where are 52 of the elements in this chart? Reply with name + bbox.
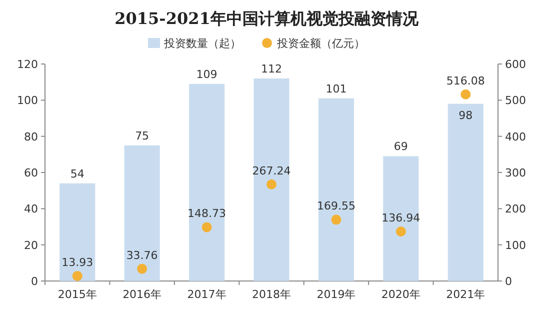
data-label: 101 (326, 82, 347, 96)
y-tick-label: 120 (17, 58, 38, 71)
x-tick-label: 2019年 (316, 288, 356, 301)
y-tick-label: 100 (17, 94, 38, 108)
y2-tick-label: 100 (505, 238, 526, 252)
point (266, 179, 276, 190)
data-label: 112 (261, 62, 282, 76)
bar (124, 145, 160, 281)
data-label: 33.76 (126, 248, 158, 262)
y2-tick-label: 600 (505, 58, 526, 71)
y2-tick-label: 200 (505, 202, 526, 216)
point (396, 226, 406, 236)
data-label: 516.08 (446, 74, 485, 88)
y-tick-label: 0 (31, 275, 38, 288)
data-label: 98 (458, 108, 473, 122)
point (331, 214, 342, 225)
legend-label: 投资金额（亿元） (276, 37, 365, 50)
bar (448, 104, 484, 281)
data-label: 109 (196, 68, 218, 81)
point (460, 89, 471, 100)
point (137, 264, 148, 274)
bar (254, 78, 290, 281)
y-tick-label: 60 (24, 166, 38, 180)
bar (188, 84, 225, 281)
data-label: 75 (135, 129, 150, 142)
x-tick-label: 2021年 (446, 288, 486, 301)
data-label: 136.94 (382, 211, 420, 224)
y2-tick-label: 300 (505, 166, 526, 180)
chart-title: 2015-2021年中国计算机视觉投融资情况 (114, 9, 420, 28)
y-tick-label: 20 (24, 238, 38, 252)
bar (318, 98, 354, 281)
bar (60, 183, 96, 281)
data-label: 54 (70, 167, 84, 180)
point (202, 222, 212, 232)
bar (383, 156, 419, 281)
legend-label: 投资数量（起） (163, 37, 241, 50)
data-label: 169.55 (316, 200, 356, 213)
data-label: 13.93 (62, 256, 94, 269)
y-tick-label: 40 (24, 202, 38, 216)
y2-tick-label: 400 (505, 130, 526, 144)
x-tick-label: 2015年 (58, 288, 97, 301)
data-label: 69 (394, 140, 408, 154)
data-label: 267.24 (252, 164, 291, 178)
x-tick-label: 2016年 (122, 288, 162, 301)
y2-tick-label: 500 (505, 94, 526, 108)
x-tick-label: 2020年 (381, 288, 420, 301)
y-tick-label: 80 (24, 130, 38, 144)
data-label: 148.73 (188, 207, 226, 220)
point (72, 270, 82, 281)
x-tick-label: 2017年 (187, 288, 226, 301)
x-tick-label: 2018年 (252, 288, 291, 301)
y2-tick-label: 0 (505, 275, 512, 288)
